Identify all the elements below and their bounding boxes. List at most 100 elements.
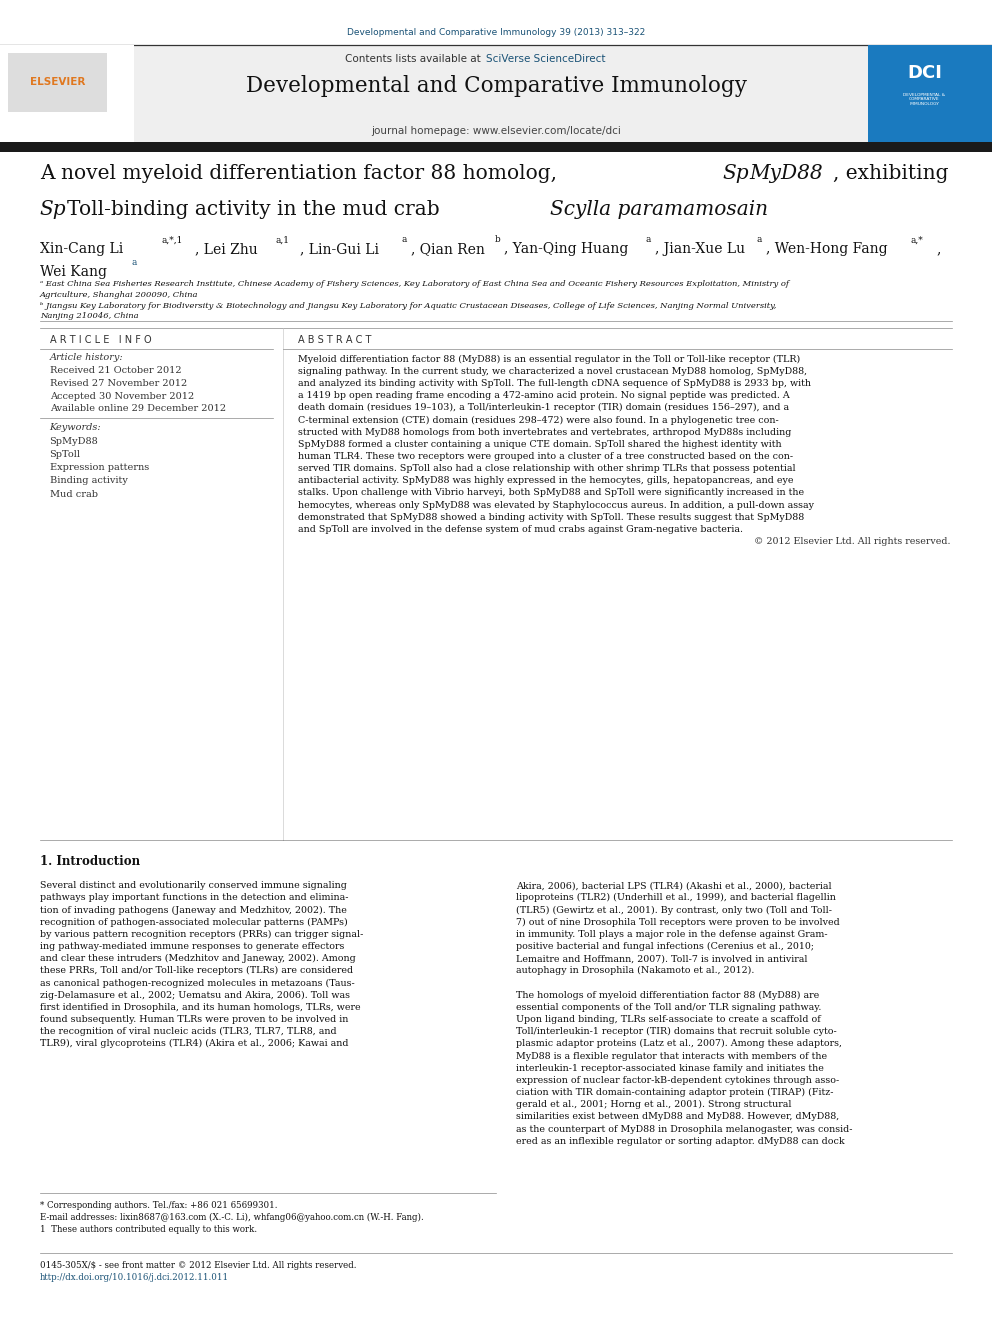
- Text: these PRRs, Toll and/or Toll-like receptors (TLRs) are considered: these PRRs, Toll and/or Toll-like recept…: [40, 966, 353, 975]
- Bar: [0, 45, 134, 142]
- Text: The homologs of myeloid differentiation factor 88 (MyD88) are: The homologs of myeloid differentiation …: [516, 991, 819, 1000]
- Text: a,*: a,*: [911, 235, 924, 245]
- Text: ciation with TIR domain-containing adaptor protein (TIRAP) (Fitz-: ciation with TIR domain-containing adapt…: [516, 1088, 833, 1097]
- Text: found subsequently. Human TLRs were proven to be involved in: found subsequently. Human TLRs were prov…: [40, 1015, 348, 1024]
- Text: , Qian Ren: , Qian Ren: [411, 242, 489, 257]
- Text: , Lei Zhu: , Lei Zhu: [195, 242, 263, 257]
- Text: stalks. Upon challenge with Vibrio harveyi, both SpMyD88 and SpToll were signifi: stalks. Upon challenge with Vibrio harve…: [298, 488, 804, 497]
- Text: A novel myeloid differentiation factor 88 homolog,: A novel myeloid differentiation factor 8…: [40, 164, 563, 183]
- Text: antibacterial activity. SpMyD88 was highly expressed in the hemocytes, gills, he: antibacterial activity. SpMyD88 was high…: [298, 476, 793, 486]
- Text: positive bacterial and fungal infections (Cerenius et al., 2010;: positive bacterial and fungal infections…: [516, 942, 813, 951]
- Text: Revised 27 November 2012: Revised 27 November 2012: [50, 378, 186, 388]
- Bar: [0, 142, 992, 152]
- Text: Developmental and Comparative Immunology 39 (2013) 313–322: Developmental and Comparative Immunology…: [347, 28, 645, 37]
- Text: human TLR4. These two receptors were grouped into a cluster of a tree constructe: human TLR4. These two receptors were gro…: [298, 452, 793, 460]
- Text: lipoproteins (TLR2) (Underhill et al., 1999), and bacterial flagellin: lipoproteins (TLR2) (Underhill et al., 1…: [516, 893, 835, 902]
- Text: a: a: [132, 258, 137, 267]
- Text: expression of nuclear factor-kB-dependent cytokines through asso-: expression of nuclear factor-kB-dependen…: [516, 1076, 839, 1085]
- Text: first identified in Drosophila, and its human homologs, TLRs, were: first identified in Drosophila, and its …: [40, 1003, 360, 1012]
- Text: Nanjing 210046, China: Nanjing 210046, China: [40, 312, 138, 320]
- Text: C-terminal extension (CTE) domain (residues 298–472) were also found. In a phylo: C-terminal extension (CTE) domain (resid…: [298, 415, 779, 425]
- Text: Wei Kang: Wei Kang: [40, 265, 111, 279]
- Text: Xin-Cang Li: Xin-Cang Li: [40, 242, 127, 257]
- Text: demonstrated that SpMyD88 showed a binding activity with SpToll. These results s: demonstrated that SpMyD88 showed a bindi…: [298, 513, 804, 521]
- Text: Binding activity: Binding activity: [50, 476, 128, 486]
- Text: Received 21 October 2012: Received 21 October 2012: [50, 366, 182, 376]
- Text: Article history:: Article history:: [50, 353, 123, 363]
- Text: b: b: [495, 235, 501, 245]
- Text: , Jian-Xue Lu: , Jian-Xue Lu: [655, 242, 749, 257]
- Text: (TLR5) (Gewirtz et al., 2001). By contrast, only two (Toll and Toll-: (TLR5) (Gewirtz et al., 2001). By contra…: [516, 905, 832, 914]
- Text: Scylla paramamosain: Scylla paramamosain: [550, 200, 768, 218]
- Text: by various pattern recognition receptors (PRRs) can trigger signal-: by various pattern recognition receptors…: [40, 930, 363, 939]
- Text: Sp: Sp: [722, 164, 749, 183]
- Text: SpMyD88: SpMyD88: [50, 437, 98, 446]
- Text: ELSEVIER: ELSEVIER: [30, 77, 85, 87]
- Text: Mud crab: Mud crab: [50, 490, 97, 499]
- Text: © 2012 Elsevier Ltd. All rights reserved.: © 2012 Elsevier Ltd. All rights reserved…: [754, 537, 950, 546]
- Text: ing pathway-mediated immune responses to generate effectors: ing pathway-mediated immune responses to…: [40, 942, 344, 951]
- Text: recognition of pathogen-associated molecular patterns (PAMPs): recognition of pathogen-associated molec…: [40, 918, 347, 926]
- Text: SciVerse ScienceDirect: SciVerse ScienceDirect: [486, 54, 605, 65]
- Text: Expression patterns: Expression patterns: [50, 463, 149, 472]
- Text: as canonical pathogen-recognized molecules in metazoans (Taus-: as canonical pathogen-recognized molecul…: [40, 979, 354, 987]
- Text: Keywords:: Keywords:: [50, 423, 101, 433]
- Text: DEVELOPMENTAL &
COMPARATIVE
IMMUNOLOGY: DEVELOPMENTAL & COMPARATIVE IMMUNOLOGY: [904, 93, 945, 106]
- Text: a,1: a,1: [276, 235, 290, 245]
- Text: ered as an inflexible regulator or sorting adaptor. dMyD88 can dock: ered as an inflexible regulator or sorti…: [516, 1136, 844, 1146]
- Text: SpToll: SpToll: [50, 450, 80, 459]
- Text: and analyzed its binding activity with SpToll. The full-length cDNA sequence of : and analyzed its binding activity with S…: [298, 378, 810, 388]
- Text: ᵃ East China Sea Fisheries Research Institute, Chinese Academy of Fishery Scienc: ᵃ East China Sea Fisheries Research Inst…: [40, 280, 789, 288]
- Text: , Wen-Hong Fang: , Wen-Hong Fang: [766, 242, 892, 257]
- Text: E-mail addresses: lixin8687@163.com (X.-C. Li), whfang06@yahoo.com.cn (W.-H. Fan: E-mail addresses: lixin8687@163.com (X.-…: [40, 1213, 424, 1222]
- Text: DCI: DCI: [907, 64, 942, 82]
- Text: a 1419 bp open reading frame encoding a 472-amino acid protein. No signal peptid: a 1419 bp open reading frame encoding a …: [298, 392, 790, 400]
- Text: a: a: [757, 235, 762, 245]
- Text: Akira, 2006), bacterial LPS (TLR4) (Akashi et al., 2000), bacterial: Akira, 2006), bacterial LPS (TLR4) (Akas…: [516, 881, 831, 890]
- Text: interleukin-1 receptor-associated kinase family and initiates the: interleukin-1 receptor-associated kinase…: [516, 1064, 823, 1073]
- Text: a: a: [646, 235, 651, 245]
- Text: journal homepage: www.elsevier.com/locate/dci: journal homepage: www.elsevier.com/locat…: [371, 126, 621, 136]
- Text: pathways play important functions in the detection and elimina-: pathways play important functions in the…: [40, 893, 348, 902]
- Text: , Lin-Gui Li: , Lin-Gui Li: [300, 242, 383, 257]
- Text: ᵇ Jiangsu Key Laboratory for Biodiversity & Biotechnology and Jiangsu Key Labora: ᵇ Jiangsu Key Laboratory for Biodiversit…: [40, 302, 776, 310]
- Text: 1. Introduction: 1. Introduction: [40, 855, 140, 868]
- Text: a,*,1: a,*,1: [162, 235, 184, 245]
- Text: in immunity. Toll plays a major role in the defense against Gram-: in immunity. Toll plays a major role in …: [516, 930, 827, 939]
- Text: Upon ligand binding, TLRs self-associate to create a scaffold of: Upon ligand binding, TLRs self-associate…: [516, 1015, 820, 1024]
- Text: signaling pathway. In the current study, we characterized a novel crustacean MyD: signaling pathway. In the current study,…: [298, 366, 806, 376]
- Text: tion of invading pathogens (Janeway and Medzhitov, 2002). The: tion of invading pathogens (Janeway and …: [40, 905, 346, 914]
- Text: the recognition of viral nucleic acids (TLR3, TLR7, TLR8, and: the recognition of viral nucleic acids (…: [40, 1027, 336, 1036]
- Text: structed with MyD88 homologs from both invertebrates and vertebrates, arthropod : structed with MyD88 homologs from both i…: [298, 427, 791, 437]
- Text: plasmic adaptor proteins (Latz et al., 2007). Among these adaptors,: plasmic adaptor proteins (Latz et al., 2…: [516, 1040, 842, 1048]
- Text: SpMyD88 formed a cluster containing a unique CTE domain. SpToll shared the highe: SpMyD88 formed a cluster containing a un…: [298, 439, 782, 448]
- Text: MyD88 is a flexible regulator that interacts with members of the: MyD88 is a flexible regulator that inter…: [516, 1052, 827, 1061]
- Text: Accepted 30 November 2012: Accepted 30 November 2012: [50, 392, 193, 401]
- Bar: [0, 45, 992, 142]
- Text: and clear these intruders (Medzhitov and Janeway, 2002). Among: and clear these intruders (Medzhitov and…: [40, 954, 355, 963]
- Text: , Yan-Qing Huang: , Yan-Qing Huang: [504, 242, 633, 257]
- Text: A B S T R A C T: A B S T R A C T: [298, 335, 371, 345]
- Text: A R T I C L E   I N F O: A R T I C L E I N F O: [50, 335, 151, 345]
- Bar: [8, 53, 107, 112]
- Text: Toll/interleukin-1 receptor (TIR) domains that recruit soluble cyto-: Toll/interleukin-1 receptor (TIR) domain…: [516, 1027, 836, 1036]
- Text: 0145-305X/$ - see front matter © 2012 Elsevier Ltd. All rights reserved.: 0145-305X/$ - see front matter © 2012 El…: [40, 1261, 356, 1270]
- Text: 1  These authors contributed equally to this work.: 1 These authors contributed equally to t…: [40, 1225, 257, 1234]
- Text: TLR9), viral glycoproteins (TLR4) (Akira et al., 2006; Kawai and: TLR9), viral glycoproteins (TLR4) (Akira…: [40, 1040, 348, 1048]
- Text: a: a: [402, 235, 407, 245]
- Text: served TIR domains. SpToll also had a close relationship with other shrimp TLRs : served TIR domains. SpToll also had a cl…: [298, 464, 796, 474]
- Text: similarities exist between dMyD88 and MyD88. However, dMyD88,: similarities exist between dMyD88 and My…: [516, 1113, 839, 1122]
- Text: Lemaitre and Hoffmann, 2007). Toll-7 is involved in antiviral: Lemaitre and Hoffmann, 2007). Toll-7 is …: [516, 954, 807, 963]
- Text: death domain (residues 19–103), a Toll/interleukin-1 receptor (TIR) domain (resi: death domain (residues 19–103), a Toll/i…: [298, 404, 789, 413]
- Text: Developmental and Comparative Immunology: Developmental and Comparative Immunology: [245, 75, 747, 98]
- Text: gerald et al., 2001; Horng et al., 2001). Strong structural: gerald et al., 2001; Horng et al., 2001)…: [516, 1101, 792, 1109]
- Text: hemocytes, whereas only SpMyD88 was elevated by Staphylococcus aureus. In additi: hemocytes, whereas only SpMyD88 was elev…: [298, 500, 813, 509]
- Text: MyD88: MyD88: [749, 164, 822, 183]
- Text: Several distinct and evolutionarily conserved immune signaling: Several distinct and evolutionarily cons…: [40, 881, 346, 890]
- Text: Myeloid differentiation factor 88 (MyD88) is an essential regulator in the Toll : Myeloid differentiation factor 88 (MyD88…: [298, 355, 800, 364]
- Bar: [868, 45, 992, 142]
- Text: , exhibiting: , exhibiting: [833, 164, 948, 183]
- Text: essential components of the Toll and/or TLR signaling pathway.: essential components of the Toll and/or …: [516, 1003, 821, 1012]
- Text: Agriculture, Shanghai 200090, China: Agriculture, Shanghai 200090, China: [40, 291, 198, 299]
- Text: * Corresponding authors. Tel./fax: +86 021 65699301.: * Corresponding authors. Tel./fax: +86 0…: [40, 1201, 277, 1211]
